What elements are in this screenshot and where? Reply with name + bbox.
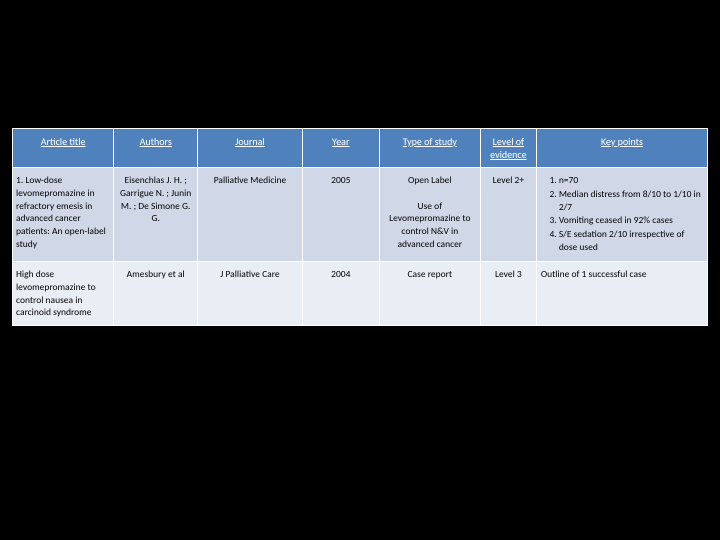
cell-keypoints: n=70 Median distress from 8/10 to 1/10 i… bbox=[536, 168, 707, 262]
cell-type: Open Label Use of Levomepromazine to con… bbox=[379, 168, 480, 262]
slide: Article title Authors Journal Year Type … bbox=[0, 0, 720, 540]
key-points-list: n=70 Median distress from 8/10 to 1/10 i… bbox=[541, 174, 703, 254]
evidence-table: Article title Authors Journal Year Type … bbox=[12, 128, 708, 326]
cell-journal: Palliative Medicine bbox=[198, 168, 303, 262]
key-point: Vomiting ceased in 92% cases bbox=[559, 214, 703, 227]
col-header-level: Level of evidence bbox=[480, 129, 536, 168]
cell-year: 2004 bbox=[302, 261, 379, 325]
col-header-journal: Journal bbox=[198, 129, 303, 168]
key-point: Median distress from 8/10 to 1/10 in 2/7 bbox=[559, 188, 703, 214]
col-header-year: Year bbox=[302, 129, 379, 168]
cell-year: 2005 bbox=[302, 168, 379, 262]
evidence-table-wrap: Article title Authors Journal Year Type … bbox=[12, 128, 708, 326]
key-point: n=70 bbox=[559, 174, 703, 187]
table-row: 1. Low-dose levomepromazine in refractor… bbox=[13, 168, 708, 262]
cell-level: Level 3 bbox=[480, 261, 536, 325]
key-point: S/E sedation 2/10 irrespective of dose u… bbox=[559, 228, 703, 254]
cell-type: Case report bbox=[379, 261, 480, 325]
cell-title: High dose levomepromazine to control nau… bbox=[13, 261, 114, 325]
table-header-row: Article title Authors Journal Year Type … bbox=[13, 129, 708, 168]
cell-keypoints: Outline of 1 successful case bbox=[536, 261, 707, 325]
cell-authors: Eisenchlas J. H. ; Garrigue N. ; Junin M… bbox=[114, 168, 198, 262]
cell-title: 1. Low-dose levomepromazine in refractor… bbox=[13, 168, 114, 262]
table-row: High dose levomepromazine to control nau… bbox=[13, 261, 708, 325]
cell-authors: Amesbury et al bbox=[114, 261, 198, 325]
col-header-authors: Authors bbox=[114, 129, 198, 168]
col-header-title: Article title bbox=[13, 129, 114, 168]
cell-journal: J Palliative Care bbox=[198, 261, 303, 325]
col-header-type: Type of study bbox=[379, 129, 480, 168]
col-header-key: Key points bbox=[536, 129, 707, 168]
cell-level: Level 2+ bbox=[480, 168, 536, 262]
